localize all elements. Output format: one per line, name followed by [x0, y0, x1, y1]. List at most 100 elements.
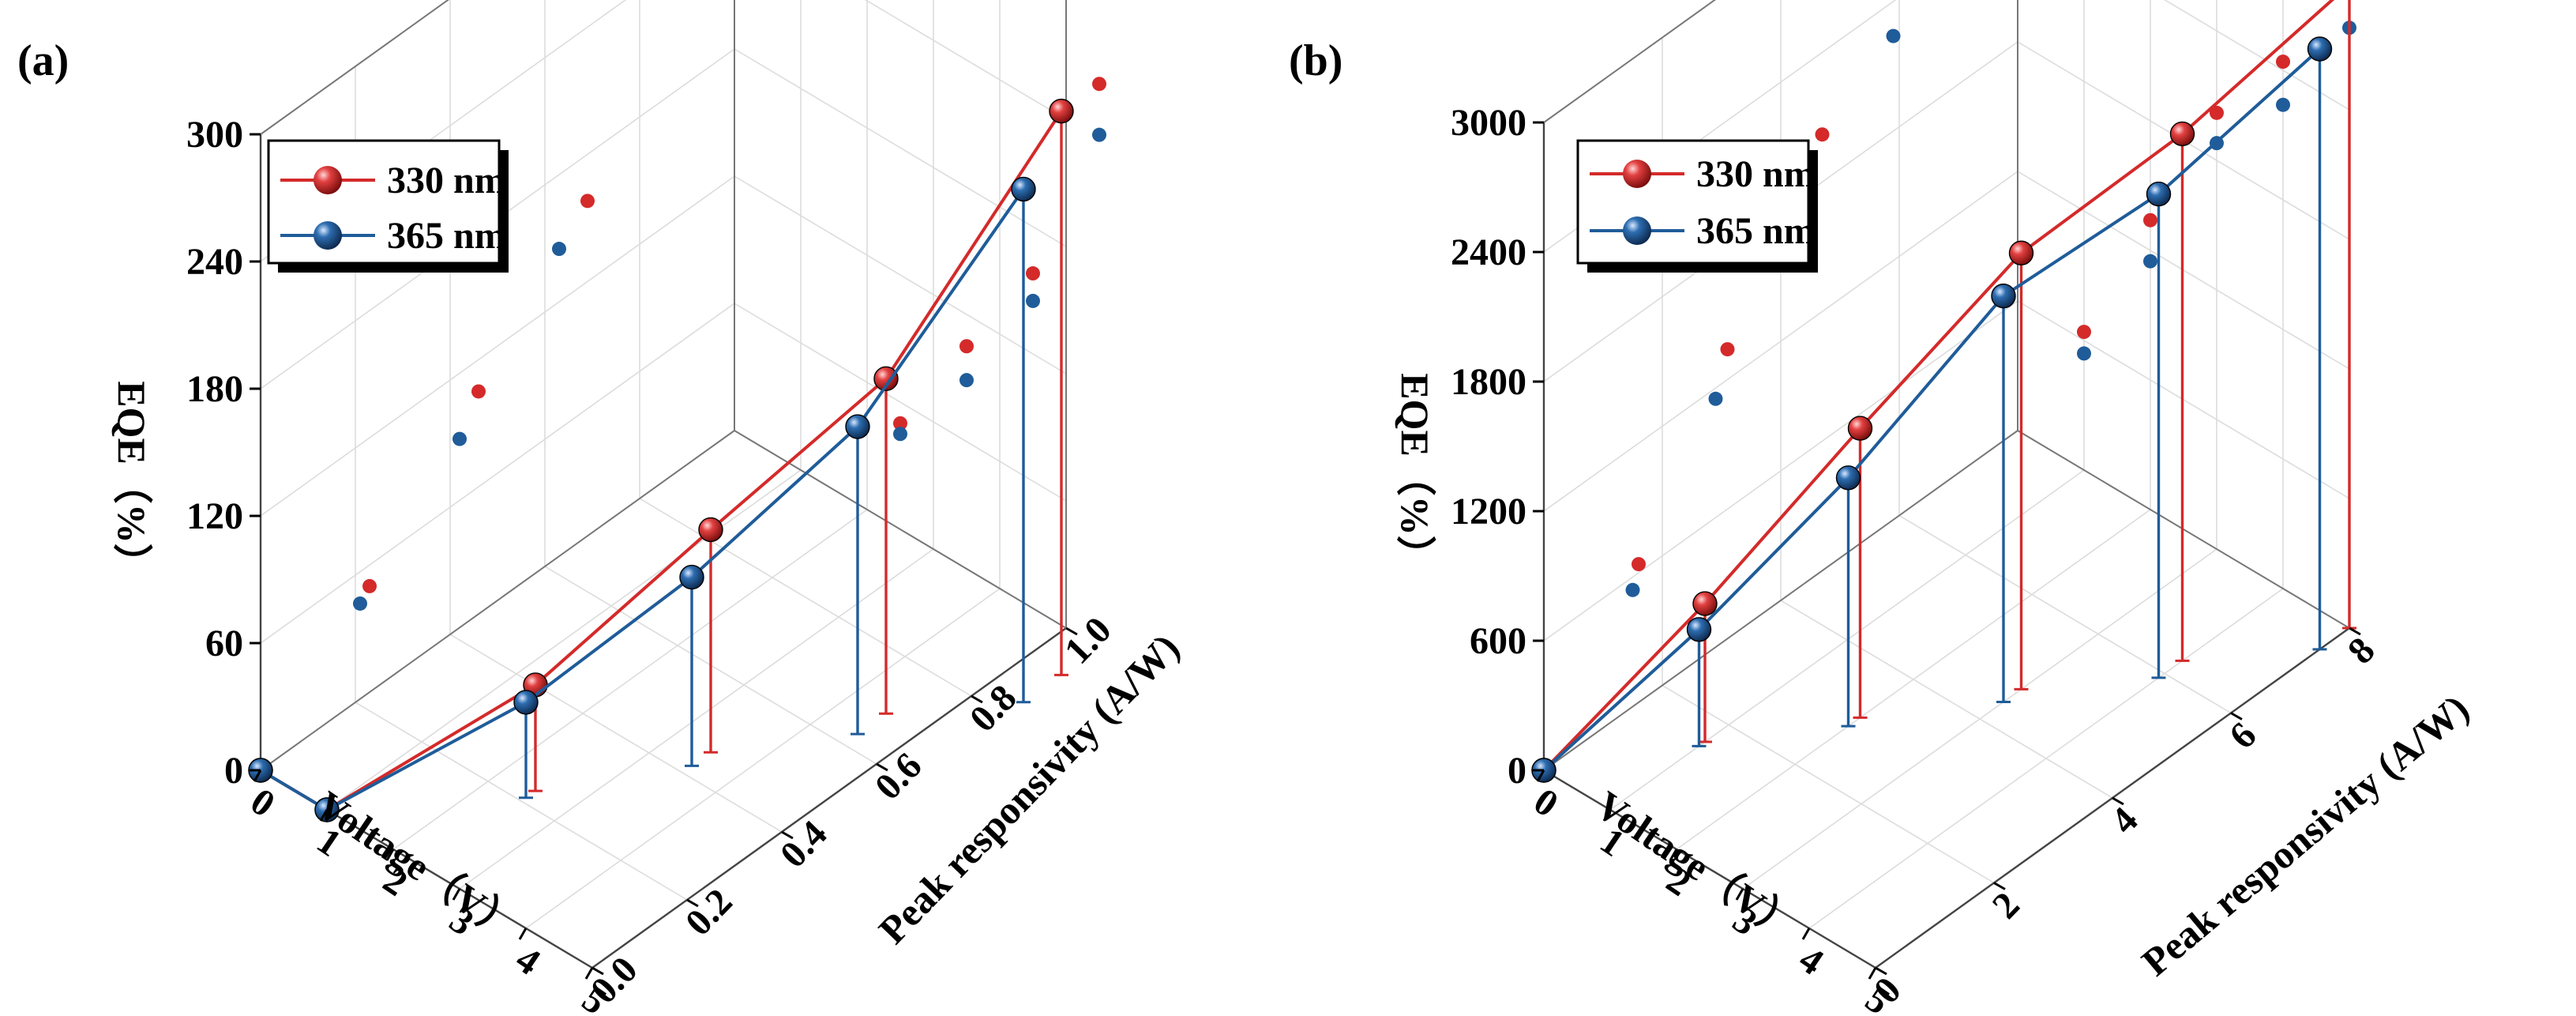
panel-a-projections [353, 77, 1106, 611]
projection-dot [2143, 254, 2157, 269]
panel-b-xlabel: Voltage（V） [1588, 782, 1806, 950]
z-tick-label: 300 [186, 114, 243, 156]
legend-b-marker-330 [1623, 160, 1651, 188]
y-tick [971, 694, 983, 704]
x-tick [452, 888, 461, 901]
z-tick-label: 0 [1508, 750, 1526, 792]
projection-dot [580, 194, 595, 209]
panel-b-zlabel: EQE（%） [1393, 373, 1437, 575]
gridline [734, 303, 1067, 502]
y-tick-label: 2 [1985, 884, 2028, 927]
legend-b-marker-365 [1623, 216, 1651, 245]
gridline [459, 548, 934, 890]
x-tick [1536, 770, 1545, 782]
panel-a: (a) 0601201802403000123450.00.20.40.60.8… [17, 0, 1188, 1016]
x-tick [1735, 888, 1744, 901]
data-point [513, 690, 539, 715]
projection-dot [353, 596, 367, 611]
projection-dot [1815, 127, 1830, 142]
legend-a-label-365: 365 nm [387, 215, 506, 257]
y-tick-label: 4 [2103, 800, 2146, 842]
gridline [734, 175, 1067, 374]
panel-b-legend: 330 nm 365 nm [1576, 139, 1818, 273]
data-point [2008, 240, 2034, 265]
gridline [1780, 600, 2113, 799]
data-point [1049, 98, 1074, 124]
projection-dot [1026, 266, 1040, 281]
y-tick [1065, 627, 1078, 636]
panel-a-legend: 330 nm 365 nm [267, 139, 509, 273]
x-tick [385, 849, 395, 861]
z-tick-label: 120 [186, 495, 243, 537]
panel-b-projections [1625, 21, 2356, 597]
panel-b-ylabel: Peak responsivity (A/W) [2133, 686, 2476, 984]
y-tick [781, 830, 794, 840]
projection-dot [1026, 293, 1040, 308]
x-tick-label: 4 [509, 938, 548, 983]
x-tick [518, 928, 528, 940]
projection-dot [2276, 55, 2290, 70]
gridline [260, 175, 735, 517]
z-tick-label: 600 [1470, 620, 1526, 662]
projection-dot [362, 578, 377, 593]
data-point [1692, 591, 1718, 616]
y-axis-line [591, 627, 1067, 969]
back-edge [1543, 430, 2018, 771]
data-point [1835, 465, 1861, 491]
back-edge [1543, 0, 1716, 123]
back-edge [734, 430, 1067, 629]
gridline [1662, 684, 1995, 884]
x-tick-label: 0 [1526, 780, 1566, 825]
x-axis-line [1543, 769, 1876, 969]
projection-dot [893, 416, 907, 431]
z-tick-label: 3000 [1451, 102, 1526, 144]
panel-a-ylabel: Peak responsivity (A/W) [870, 625, 1188, 952]
z-tick-label: 180 [186, 368, 243, 410]
gridline [2163, 0, 2350, 111]
panel-b-series [1531, 0, 2356, 783]
x-tick [1868, 967, 1877, 980]
gridline [355, 702, 688, 901]
gridline [1898, 514, 2232, 714]
x-tick [319, 809, 329, 822]
projection-dot [1092, 127, 1106, 142]
y-tick [1875, 966, 1887, 976]
gridline [1742, 548, 2217, 890]
y-tick [2230, 712, 2243, 721]
projection-dot [471, 384, 486, 399]
projection-dot [959, 339, 974, 354]
x-tick-label: 0 [243, 780, 283, 825]
gridline [1676, 509, 2151, 850]
data-point [698, 517, 723, 543]
projection-dot [1886, 28, 1901, 43]
legend-a-marker-365 [314, 221, 342, 250]
z-tick-label: 2400 [1451, 231, 1526, 273]
y-tick-label: 0.4 [772, 813, 836, 876]
y-tick [591, 966, 604, 976]
y-tick [2112, 796, 2124, 806]
y-tick-label: 8 [2340, 630, 2383, 672]
legend-a-label-330: 330 nm [387, 160, 506, 201]
x-tick [584, 967, 594, 980]
y-tick-label: 0.2 [678, 881, 741, 944]
projection-dot [452, 431, 467, 446]
projection-dot [552, 242, 566, 257]
gridline [449, 634, 783, 833]
y-tick [876, 762, 888, 772]
z-tick-label: 1800 [1451, 361, 1526, 403]
x-tick-label: 4 [1792, 938, 1831, 983]
data-point [2307, 36, 2333, 62]
data-point [2169, 121, 2195, 147]
y-tick-label: 6 [2221, 714, 2265, 757]
legend-b-label-365: 365 nm [1696, 210, 1816, 252]
gridline [326, 469, 802, 811]
data-point [1991, 283, 2016, 309]
panel-a-xlabel: Voltage（V） [309, 782, 527, 950]
z-tick-label: 0 [224, 750, 243, 792]
projection-dot [2077, 346, 2091, 361]
gridline [260, 303, 735, 644]
data-point [845, 414, 870, 439]
x-tick [1669, 849, 1678, 861]
projection-dot [1632, 557, 1646, 572]
gridline [734, 48, 1067, 247]
